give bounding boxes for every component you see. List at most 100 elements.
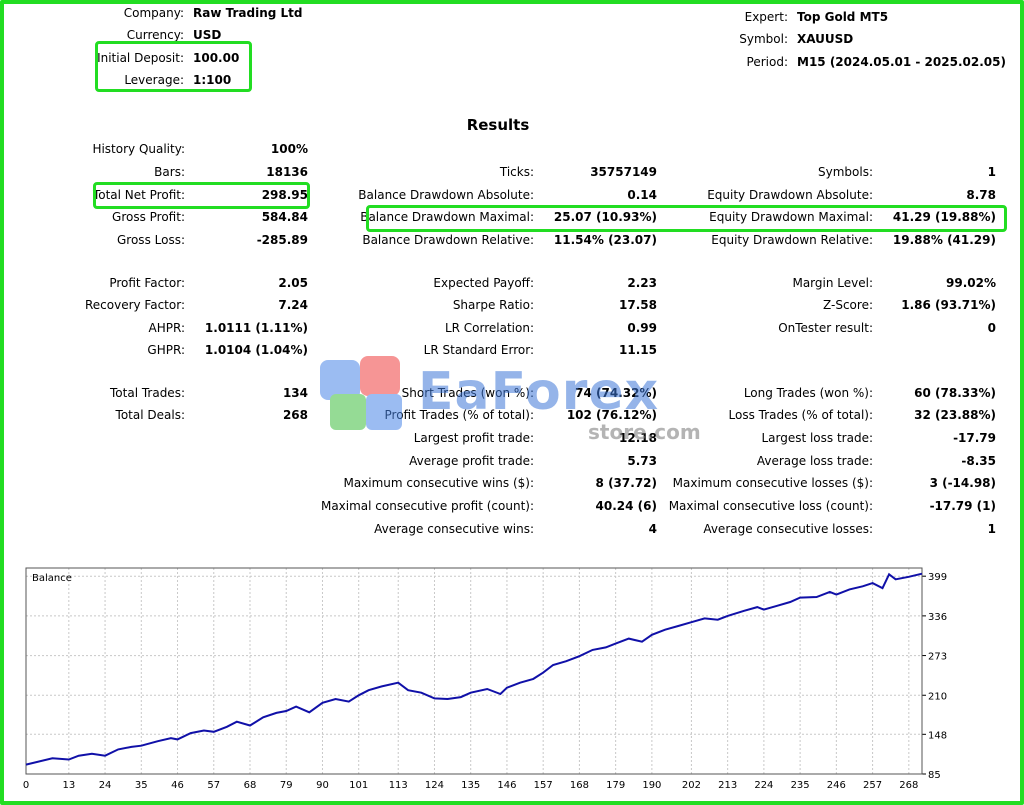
largest-loss-trade-label: Largest loss trade: [761, 431, 873, 445]
initial-deposit-value: 100.00 [193, 51, 240, 65]
leverage-label: Leverage: [124, 73, 184, 87]
equity-drawdown-absolute-label: Equity Drawdown Absolute: [707, 188, 873, 202]
x-tick-label: 168 [570, 780, 589, 791]
average-loss-trade-value: -8.35 [961, 454, 996, 468]
ghpr-label: GHPR: [147, 343, 185, 357]
long-trades-won-label: Long Trades (won %): [743, 386, 873, 400]
total-net-profit-value: 298.95 [261, 188, 308, 202]
x-tick-label: 224 [754, 780, 773, 791]
symbols-label: Symbols: [818, 165, 873, 179]
period-value: M15 (2024.05.01 - 2025.02.05) [797, 55, 1006, 69]
x-tick-label: 46 [171, 780, 184, 791]
average-consecutive-losses-value: 1 [987, 522, 996, 536]
x-tick-label: 157 [534, 780, 553, 791]
lr-correlation-label: LR Correlation: [444, 321, 534, 335]
x-tick-label: 0 [23, 780, 29, 791]
balance-drawdown-maximal-value: 25.07 (10.93%) [553, 210, 657, 224]
x-tick-label: 213 [718, 780, 737, 791]
symbol-value: XAUUSD [797, 32, 854, 46]
short-trades-won-value: 74 (74.32%) [575, 386, 657, 400]
gross-profit-label: Gross Profit: [112, 210, 185, 224]
x-tick-label: 190 [642, 780, 661, 791]
lr-standard-error-value: 11.15 [619, 343, 657, 357]
currency-value: USD [193, 28, 222, 42]
x-tick-label: 57 [207, 780, 220, 791]
balance-line [25, 572, 923, 766]
x-tick-label: 68 [244, 780, 257, 791]
average-loss-trade-label: Average loss trade: [756, 454, 873, 468]
profit-trades-of-total-label: Profit Trades (% of total): [384, 408, 534, 422]
ahpr-value: 1.0111 (1.11%) [204, 321, 308, 335]
maximum-consecutive-losses-label: Maximum consecutive losses ($): [672, 476, 873, 490]
short-trades-won-label: Short Trades (won %): [401, 386, 534, 400]
maximal-consecutive-loss-count-label: Maximal consecutive loss (count): [668, 499, 873, 513]
total-deals-label: Total Deals: [115, 408, 185, 422]
x-tick-label: 202 [682, 780, 701, 791]
x-tick-label: 124 [425, 780, 444, 791]
profit-trades-of-total-value: 102 (76.12%) [566, 408, 657, 422]
loss-trades-of-total-label: Loss Trades (% of total): [728, 408, 874, 422]
x-tick-label: 257 [863, 780, 882, 791]
expert-value: Top Gold MT5 [797, 10, 889, 24]
average-consecutive-losses-label: Average consecutive losses: [703, 522, 873, 536]
sharpe-ratio-label: Sharpe Ratio: [452, 298, 534, 312]
maximal-consecutive-profit-count-value: 40.24 (6) [595, 499, 657, 513]
profit-factor-value: 2.05 [278, 276, 308, 290]
y-tick-label: 148 [928, 730, 947, 741]
history-quality-label: History Quality: [92, 142, 185, 156]
z-score-value: 1.86 (93.71%) [901, 298, 996, 312]
symbol-label: Symbol: [739, 32, 788, 46]
x-tick-label: 24 [99, 780, 112, 791]
average-consecutive-wins-label: Average consecutive wins: [374, 522, 534, 536]
y-tick-label: 273 [928, 652, 947, 663]
z-score-label: Z-Score: [823, 298, 873, 312]
initial-deposit-label: Initial Deposit: [97, 51, 184, 65]
x-tick-label: 101 [349, 780, 368, 791]
largest-profit-trade-value: 12.18 [619, 431, 657, 445]
average-profit-trade-value: 5.73 [627, 454, 657, 468]
leverage-value: 1:100 [193, 73, 232, 87]
balance-drawdown-absolute-value: 0.14 [627, 188, 657, 202]
ghpr-value: 1.0104 (1.04%) [204, 343, 308, 357]
balance-drawdown-relative-value: 11.54% (23.07) [553, 233, 657, 247]
balance-chart-svg: 0 13 24 35 46 57 68 79 90 101 113 124 135 146 157 168 17… [23, 567, 947, 791]
y-tick-label: 336 [928, 612, 947, 623]
recovery-factor-value: 7.24 [278, 298, 308, 312]
history-quality-value: 100% [270, 142, 308, 156]
maximum-consecutive-wins-value: 8 (37.72) [595, 476, 657, 490]
maximum-consecutive-wins-label: Maximum consecutive wins ($): [343, 476, 534, 490]
gross-loss-label: Gross Loss: [117, 233, 185, 247]
x-tick-label: 13 [62, 780, 75, 791]
x-tick-label: 268 [899, 780, 918, 791]
x-tick-label: 113 [389, 780, 408, 791]
net-profit-highlight [93, 182, 310, 209]
x-tick-label: 90 [316, 780, 329, 791]
y-tick-label: 85 [928, 770, 941, 781]
margin-level-value: 99.02% [946, 276, 996, 290]
x-tick-label: 179 [606, 780, 625, 791]
bars-label: Bars: [154, 165, 185, 179]
total-net-profit-label: Total Net Profit: [92, 188, 185, 202]
gross-profit-value: 584.84 [261, 210, 308, 224]
expert-label: Expert: [744, 10, 788, 24]
y-tick-label: 399 [928, 572, 947, 583]
equity-drawdown-relative-label: Equity Drawdown Relative: [711, 233, 873, 247]
company-value: Raw Trading Ltd [193, 6, 303, 20]
balance-chart: 0 13 24 35 46 57 68 79 90 101 113 124 135 146 157 168 17… [23, 567, 947, 791]
equity-drawdown-maximal-value: 41.29 (19.88%) [892, 210, 996, 224]
profit-factor-label: Profit Factor: [109, 276, 185, 290]
x-tick-label: 235 [791, 780, 810, 791]
largest-profit-trade-label: Largest profit trade: [413, 431, 534, 445]
expected-payoff-label: Expected Payoff: [433, 276, 534, 290]
currency-label: Currency: [126, 28, 184, 42]
x-tick-label: 79 [280, 780, 293, 791]
ticks-label: Ticks: [499, 165, 534, 179]
company-label: Company: [123, 6, 184, 20]
ticks-value: 35757149 [590, 165, 657, 179]
bars-value: 18136 [266, 165, 308, 179]
balance-drawdown-absolute-label: Balance Drawdown Absolute: [358, 188, 534, 202]
total-deals-value: 268 [282, 408, 308, 422]
recovery-factor-label: Recovery Factor: [84, 298, 185, 312]
x-tick-label: 246 [827, 780, 846, 791]
